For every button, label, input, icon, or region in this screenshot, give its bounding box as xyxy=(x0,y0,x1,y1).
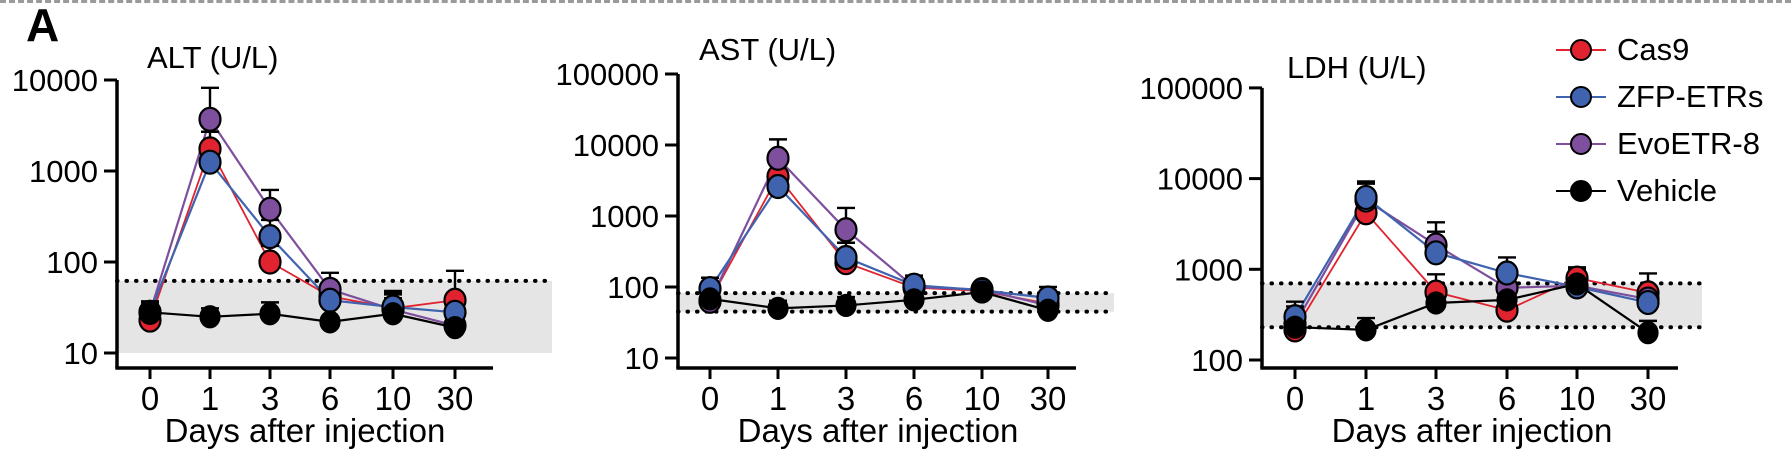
data-point-vehicle xyxy=(199,305,221,329)
alt-chart-title: ALT (U/L) xyxy=(147,40,279,75)
data-point-vehicle xyxy=(259,302,281,326)
data-point-vehicle xyxy=(382,302,404,326)
data-point-vehicle xyxy=(444,316,466,340)
legend-label-evoetr-8: EvoETR-8 xyxy=(1617,126,1760,161)
y-tick-label: 10000 xyxy=(573,128,659,163)
data-point-zfp-etrs xyxy=(766,173,790,200)
x-tick-label: 3 xyxy=(261,380,279,417)
x-tick-label: 1 xyxy=(1357,380,1375,417)
alt-chart: 10 100 1000 10000 0 1 3 6 10 30 xyxy=(12,63,554,417)
x-tick-label: 3 xyxy=(1427,380,1445,417)
vehicle-marker-icon xyxy=(1556,178,1606,204)
x-tick-label: 1 xyxy=(201,380,219,417)
x-tick-label: 6 xyxy=(321,380,339,417)
ldh-x-axis-label: Days after injection xyxy=(1331,412,1613,449)
data-point-vehicle xyxy=(319,310,341,334)
ast-x-axis-label: Days after injection xyxy=(737,412,1019,449)
data-point-vehicle xyxy=(1037,298,1059,322)
ast-chart: 10 100 1000 10000 100000 0 1 3 6 10 30 xyxy=(556,57,1116,417)
data-point-evoetr-8 xyxy=(766,145,790,171)
y-tick-label: 10 xyxy=(625,341,659,376)
data-point-zfp-etrs xyxy=(258,224,282,250)
legend: Cas9 ZFP-ETRs EvoETR-8 Vehicle xyxy=(1556,28,1763,213)
data-point-zfp-etrs xyxy=(1495,260,1519,286)
data-point-evoetr-8 xyxy=(834,217,858,243)
x-tick-label: 6 xyxy=(905,380,923,417)
legend-label-cas9: Cas9 xyxy=(1617,32,1690,67)
data-point-vehicle xyxy=(903,288,925,312)
series-line-zfp-etrs xyxy=(709,184,1049,300)
x-tick-label: 3 xyxy=(837,380,855,417)
x-tick-label: 10 xyxy=(375,380,412,417)
y-tick-label: 100000 xyxy=(556,57,659,92)
data-point-zfp-etrs xyxy=(1354,184,1378,211)
x-tick-label: 30 xyxy=(1630,380,1667,417)
data-point-vehicle xyxy=(835,293,857,318)
ast-chart-title: AST (U/L) xyxy=(699,32,837,67)
ldh-chart-title: LDH (U/L) xyxy=(1287,50,1427,85)
data-point-zfp-etrs xyxy=(1424,240,1448,266)
legend-label-zfp-etrs: ZFP-ETRs xyxy=(1617,79,1764,114)
data-point-zfp-etrs xyxy=(834,244,858,271)
x-tick-label: 0 xyxy=(701,380,719,417)
x-tick-label: 10 xyxy=(1559,380,1596,417)
series-line-vehicle xyxy=(1294,282,1649,334)
data-point-vehicle xyxy=(1425,291,1447,315)
cas9-marker-icon xyxy=(1556,37,1606,63)
evoetr-8-marker-icon xyxy=(1556,131,1606,157)
data-point-vehicle xyxy=(1355,318,1377,342)
x-tick-label: 10 xyxy=(964,380,1001,417)
top-border-line xyxy=(0,0,1791,3)
y-tick-label: 100 xyxy=(607,270,659,305)
data-point-zfp-etrs xyxy=(198,149,222,175)
y-tick-label: 1000 xyxy=(590,199,659,234)
y-tick-label: 10000 xyxy=(12,63,98,98)
data-point-vehicle xyxy=(1284,315,1306,339)
data-point-evoetr-8 xyxy=(198,106,222,132)
data-point-zfp-etrs xyxy=(1636,289,1660,316)
data-point-vehicle xyxy=(139,300,161,324)
legend-label-vehicle: Vehicle xyxy=(1617,173,1717,208)
legend-item-zfp-etrs: ZFP-ETRs xyxy=(1556,75,1763,119)
x-tick-label: 0 xyxy=(141,380,159,417)
series-line-evoetr-8 xyxy=(709,156,1049,307)
data-point-zfp-etrs xyxy=(318,287,342,313)
data-point-cas9 xyxy=(258,249,282,275)
y-tick-label: 1000 xyxy=(29,154,98,189)
zfp-etrs-marker-icon xyxy=(1556,84,1606,110)
y-tick-label: 1000 xyxy=(1174,252,1243,287)
data-point-vehicle xyxy=(1566,272,1588,296)
data-point-vehicle xyxy=(971,280,993,304)
data-point-vehicle xyxy=(767,296,789,320)
alt-x-axis-label: Days after injection xyxy=(164,412,446,449)
legend-item-vehicle: Vehicle xyxy=(1556,169,1763,213)
x-tick-label: 6 xyxy=(1498,380,1516,417)
y-tick-label: 100000 xyxy=(1140,71,1243,106)
x-tick-label: 1 xyxy=(769,380,787,417)
y-tick-label: 100 xyxy=(1191,343,1243,378)
x-tick-label: 0 xyxy=(1286,380,1304,417)
y-tick-label: 10 xyxy=(64,336,98,371)
series-line-zfp-etrs xyxy=(1294,195,1649,318)
data-point-vehicle xyxy=(699,287,721,311)
y-tick-label: 100 xyxy=(46,245,98,280)
data-point-evoetr-8 xyxy=(258,196,282,222)
series-line-evoetr-8 xyxy=(1294,198,1649,325)
y-tick-label: 10000 xyxy=(1157,162,1243,197)
legend-item-cas9: Cas9 xyxy=(1556,28,1763,72)
data-point-vehicle xyxy=(1637,321,1659,345)
ldh-chart: 100 1000 10000 100000 0 1 3 6 10 30 xyxy=(1140,71,1704,417)
legend-item-evoetr-8: EvoETR-8 xyxy=(1556,122,1763,166)
x-tick-label: 30 xyxy=(1030,380,1067,417)
panel-label: A xyxy=(26,0,60,51)
x-tick-label: 30 xyxy=(437,380,474,417)
data-point-vehicle xyxy=(1496,288,1518,312)
